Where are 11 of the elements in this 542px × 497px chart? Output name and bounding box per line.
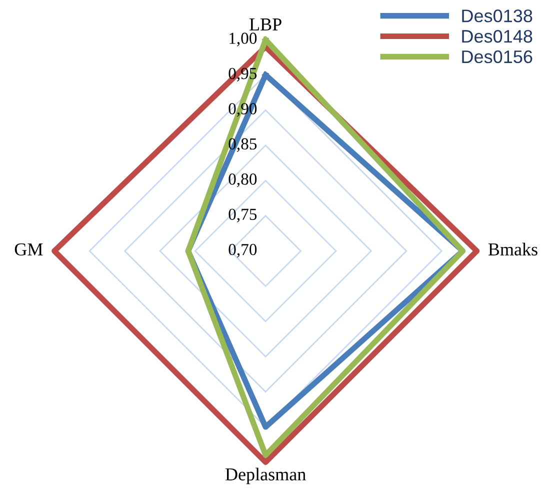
y-tick-label: 0,70 xyxy=(228,244,257,258)
legend-label: Des0148 xyxy=(462,30,532,43)
legend-label: Des0156 xyxy=(462,50,532,64)
spoke-label: Deplasman xyxy=(225,468,306,484)
legend-label: Des0138 xyxy=(462,10,532,22)
y-tick-label: 0,80 xyxy=(228,174,257,188)
spoke-label: GM xyxy=(14,243,43,256)
y-tick-label: 1,00 xyxy=(230,32,257,46)
y-tick-label: 0,75 xyxy=(228,208,257,222)
spoke-label: LBP xyxy=(250,18,282,30)
spoke-label: Bmaks xyxy=(488,242,538,256)
